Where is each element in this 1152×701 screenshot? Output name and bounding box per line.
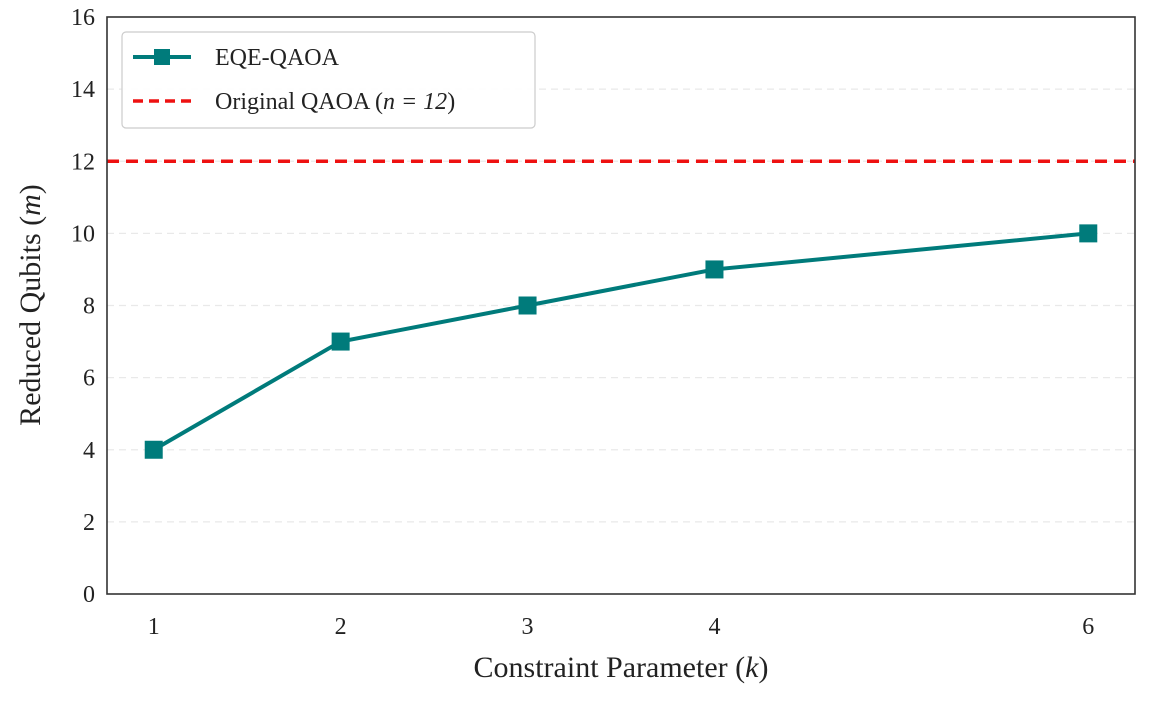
y-tick-label: 0 [83,582,95,608]
x-axis-title-suffix: ) [758,651,768,684]
y-axis-title: Reduced Qubits (m) [14,184,47,426]
y-tick-label: 14 [71,77,95,103]
x-tick-label: 6 [1082,614,1094,640]
legend-label-original-qaoa: Original QAOA (n = 12) [215,89,455,115]
legend-box [121,31,536,129]
x-tick-label: 2 [335,614,347,640]
x-axis-title: Constraint Parameter (k) [474,651,769,684]
x-tick-label: 3 [522,614,534,640]
y-tick-label: 8 [83,294,95,320]
data-point-eqe-qaoa [1079,224,1098,243]
y-tick-label: 6 [83,366,95,392]
y-tick-label: 2 [83,510,95,536]
y-tick-label: 12 [71,149,95,175]
legend-label-original-prefix: Original QAOA ( [215,89,383,115]
legend-label-eqe-qaoa: EQE-QAOA [215,45,340,71]
legend: EQE-QAOA Original QAOA (n = 12) [121,31,536,129]
x-tick-label: 1 [148,614,160,640]
y-tick-labels: 0 2 4 6 8 10 12 14 16 [71,5,95,608]
legend-label-original-suffix: ) [447,89,455,115]
y-tick-label: 10 [71,221,95,247]
x-tick-labels: 1 2 3 4 6 [148,614,1095,640]
y-tick-label: 16 [71,5,95,31]
y-axis-title-prefix: Reduced Qubits ( [14,216,47,426]
y-axis-title-suffix: ) [14,184,47,194]
y-tick-label: 4 [83,438,95,464]
x-axis-title-var: k [745,651,759,684]
data-point-eqe-qaoa [144,440,163,459]
y-axis-title-var: m [14,194,47,216]
legend-label-original-math: n = 12 [383,89,447,115]
series-group [144,224,1098,459]
data-point-eqe-qaoa [331,332,350,351]
plot-frame [106,16,1136,595]
data-point-eqe-qaoa [705,260,724,279]
data-point-eqe-qaoa [518,296,537,315]
x-tick-label: 4 [708,614,720,640]
x-axis-title-prefix: Constraint Parameter ( [474,651,746,684]
legend-swatch-eqe-qaoa-marker [154,49,170,65]
